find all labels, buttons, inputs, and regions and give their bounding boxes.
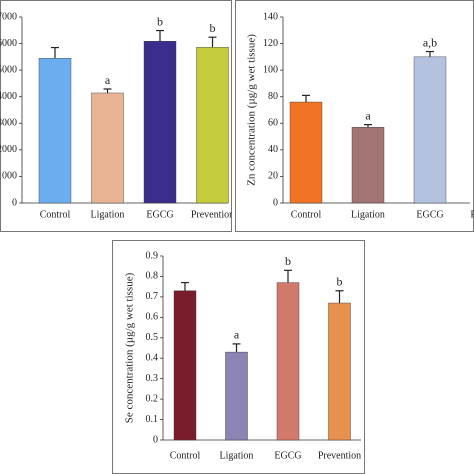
significance-label: b xyxy=(337,275,343,289)
bar xyxy=(351,127,385,204)
y-tick-label: 0.1 xyxy=(146,414,159,425)
x-tick-label: Ligation xyxy=(91,209,125,220)
x-tick-label: EGCG xyxy=(416,209,443,220)
y-tick-label: 0.6 xyxy=(146,312,159,323)
y-tick-label: 2000 xyxy=(0,144,17,155)
x-tick-label: Control xyxy=(40,209,71,220)
y-tick-label: 0.9 xyxy=(146,250,159,261)
y-tick-label: 120 xyxy=(263,38,278,49)
x-tick-label: Control xyxy=(170,450,201,461)
y-tick-label: 40 xyxy=(268,144,278,155)
y-tick-label: 0.2 xyxy=(146,393,159,404)
y-tick-label: 100 xyxy=(263,64,278,75)
y-tick-label: 20 xyxy=(268,171,278,182)
x-tick-label: Prevention xyxy=(191,209,234,220)
bar xyxy=(328,302,351,441)
y-tick-label: 0.4 xyxy=(146,353,159,364)
y-tick-label: 0.5 xyxy=(146,332,159,343)
bar xyxy=(276,282,300,441)
bar xyxy=(196,47,229,204)
x-tick-label: Ligation xyxy=(351,209,385,220)
y-tick-label: 5000 xyxy=(0,64,17,75)
bar xyxy=(38,57,72,204)
x-tick-label: EGCG xyxy=(274,450,301,461)
y-tick-label: 0 xyxy=(273,197,278,208)
bar xyxy=(289,101,323,204)
bar xyxy=(413,56,447,204)
bar xyxy=(143,40,177,204)
y-tick-label: 1000 xyxy=(0,171,17,182)
y-axis-label: Zn concentration (µg/g wet tissue) xyxy=(246,34,258,186)
x-tick-label: EGCG xyxy=(146,209,173,220)
y-tick-label: 7000 xyxy=(0,11,17,22)
y-tick-label: 140 xyxy=(263,11,278,22)
x-tick-label: Control xyxy=(291,209,322,220)
significance-label: b xyxy=(157,14,163,28)
y-tick-label: 0 xyxy=(153,434,158,445)
panel: 0 20 40 60 80 100 120 140 Zn concentration (µg/g… xyxy=(246,11,474,220)
significance-label: a,b xyxy=(423,35,437,49)
panel: 0 1000 2000 3000 4000 5000 6000 7000 Control Liga… xyxy=(0,11,234,220)
significance-label: b xyxy=(210,21,216,35)
x-tick-label: Prevention xyxy=(470,209,474,220)
y-tick-label: 60 xyxy=(268,118,278,129)
bar xyxy=(225,351,248,441)
y-axis-label: Se concentration (µg/g wet tissue) xyxy=(124,272,136,423)
x-tick-label: Ligation xyxy=(220,450,254,461)
x-tick-label: Prevention xyxy=(318,450,361,461)
panel: 0 0.1 0.2 0.3 0.4 0.5 0.6 0.7 0.8 0.9 Se concentra… xyxy=(124,250,362,461)
significance-label: a xyxy=(105,73,111,87)
y-tick-label: 0.7 xyxy=(146,291,159,302)
y-tick-label: 80 xyxy=(268,91,278,102)
y-tick-label: 0.8 xyxy=(146,271,159,282)
y-tick-label: 6000 xyxy=(0,38,17,49)
y-tick-label: 4000 xyxy=(0,91,17,102)
y-tick-label: 0 xyxy=(12,197,17,208)
y-tick-label: 0.3 xyxy=(146,373,159,384)
y-tick-label: 3000 xyxy=(0,118,17,129)
bar xyxy=(173,290,197,441)
significance-label: b xyxy=(285,254,291,268)
significance-label: a xyxy=(365,108,371,122)
significance-label: a xyxy=(234,328,240,342)
bar xyxy=(91,92,124,204)
panel-frame xyxy=(0,0,232,232)
